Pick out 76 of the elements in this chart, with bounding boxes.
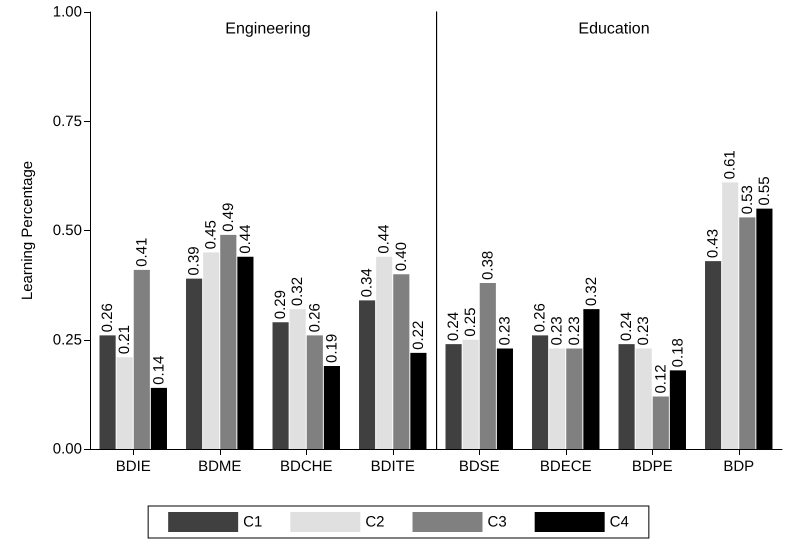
x-tick-label: BDITE [370,458,415,475]
data-label: 0.39 [186,246,203,276]
bar [705,261,722,449]
data-label: 0.26 [306,303,324,332]
y-axis-title: Learning Percentage [19,160,36,300]
y-tick-label: 0.75 [52,112,82,130]
data-label: 0.32 [582,276,600,306]
data-label: 0.44 [376,224,393,254]
bar [566,348,582,449]
data-label: 0.41 [133,238,150,267]
data-label: 0.61 [722,150,739,180]
legend-label: C3 [488,514,507,530]
x-tick-label: BDP [723,458,754,475]
data-label: 0.18 [669,338,686,368]
bar [446,344,462,449]
bar [739,217,756,449]
x-tick-label: BDME [198,458,242,475]
legend-label: C2 [365,514,385,530]
data-label: 0.24 [618,312,636,342]
data-label: 0.24 [445,312,462,342]
bar [203,252,220,449]
bar [306,335,323,449]
data-label: 0.23 [566,316,583,346]
y-tick-label: 0.25 [52,331,82,348]
legend-label: C1 [243,514,262,530]
data-label: 0.25 [462,308,480,337]
data-label: 0.23 [548,316,566,346]
bar [462,340,479,449]
y-tick-label: 0.00 [52,440,82,458]
bar [636,348,652,449]
data-label: 0.29 [272,290,290,320]
data-label: 0.44 [236,224,254,254]
x-tick-label: BDPE [632,458,673,475]
data-label: 0.34 [358,268,376,298]
data-label: 0.45 [202,220,220,250]
x-tick-label: BDSE [458,458,500,475]
data-label: 0.55 [756,176,773,206]
y-tick-label: 1.00 [52,4,82,20]
y-tick-label: 0.50 [52,222,82,239]
legend-label: C4 [610,514,629,530]
data-label: 0.14 [150,356,168,385]
bar [549,348,566,449]
data-label: 0.22 [410,320,427,350]
bar [100,335,116,449]
data-label: 0.26 [99,303,116,332]
bar [652,396,669,449]
bar [290,309,306,449]
data-label: 0.19 [323,334,340,363]
data-label: 0.53 [738,185,756,214]
bar [618,344,635,449]
data-label: 0.43 [704,228,722,258]
data-label: 0.21 [116,325,134,354]
bar [393,274,410,449]
data-label: 0.12 [652,364,670,394]
bar [220,234,236,449]
bar [376,256,392,449]
bar [134,270,150,449]
data-label: 0.38 [479,250,496,280]
data-label: 0.23 [635,316,652,346]
data-label: 0.23 [496,316,514,346]
bar [186,278,202,449]
data-label: 0.26 [532,303,549,332]
x-tick-label: BDIE [116,458,151,475]
data-label: 0.49 [220,202,237,232]
bar [480,282,496,449]
bar [272,322,289,449]
x-tick-label: BDECE [540,458,592,475]
data-label: 0.40 [392,242,410,272]
x-tick-label: BDCHE [280,458,333,475]
data-label: 0.32 [289,276,306,306]
text: Education [578,20,650,38]
bar [722,182,738,449]
bar [359,300,376,449]
bar [116,357,133,449]
text: Engineering [225,20,311,38]
bar [532,335,548,449]
